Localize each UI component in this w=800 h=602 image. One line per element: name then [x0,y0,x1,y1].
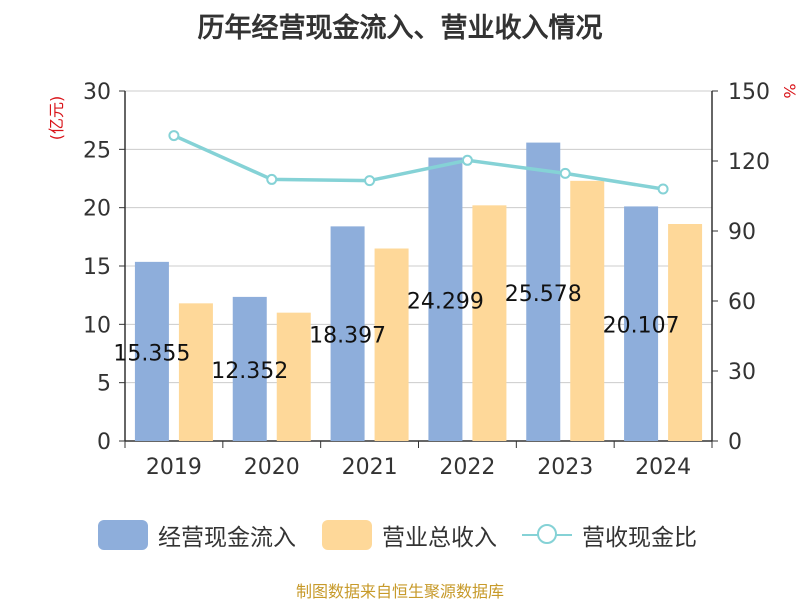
bar-cash-inflow [624,206,659,441]
left-tick-label: 15 [83,255,111,280]
point-ratio [168,130,180,142]
legend-item-cash-inflow: 经营现金流入 [98,517,296,553]
bar-cash-inflow [526,142,561,441]
point-ratio [461,154,473,166]
point-ratio [559,167,571,179]
point-ratio [266,173,278,185]
left-tick-label: 25 [83,138,111,163]
legend-item-ratio: 营收现金比 [522,517,697,553]
bar-revenue [570,180,605,442]
right-tick-label: 30 [728,360,756,385]
left-tick-label: 10 [83,313,111,338]
data-label-cash-inflow: 15.355 [113,341,190,366]
chart-title: 历年经营现金流入、营业收入情况 [197,13,603,44]
right-tick-label: 0 [728,430,742,455]
bar-revenue [374,248,409,441]
x-tick-label: 2019 [146,455,202,480]
legend-line-ratio [522,520,572,550]
x-tick-label: 2024 [635,455,691,480]
x-tick-label: 2022 [439,455,495,480]
bar-revenue [472,205,507,441]
line-ratio [173,133,664,191]
bar-revenue [668,224,703,441]
right-tick-label: 120 [728,150,770,175]
left-tick-label: 20 [83,197,111,222]
legend-label-cash-inflow: 经营现金流入 [158,525,296,551]
right-tick-label: 60 [728,290,756,315]
bar-cash-inflow [428,157,463,442]
data-label-cash-inflow: 20.107 [603,314,680,339]
right-tick-label: 150 [728,80,770,105]
data-label-cash-inflow: 12.352 [211,359,288,384]
bar-revenue [276,312,311,441]
bar-cash-inflow [134,261,169,441]
data-label-cash-inflow: 18.397 [309,324,386,349]
left-tick-label: 0 [97,430,111,455]
data-label-cash-inflow: 25.578 [505,282,582,307]
x-tick-label: 2021 [342,455,398,480]
x-tick-label: 2020 [244,455,300,480]
point-ratio [364,175,376,187]
left-tick-label: 5 [97,372,111,397]
data-label-cash-inflow: 24.299 [407,289,484,314]
point-ratio [657,183,669,195]
legend-swatch-revenue [322,520,372,550]
legend: 经营现金流入 营业总收入 营收现金比 [0,517,800,553]
legend-label-revenue: 营业总收入 [382,525,497,551]
bar-cash-inflow [330,226,365,441]
bar-revenue [178,303,213,441]
legend-item-revenue: 营业总收入 [322,517,497,553]
legend-label-ratio: 营收现金比 [582,525,697,551]
legend-swatch-cash-inflow [98,520,148,550]
source-note: 制图数据来自恒生聚源数据库 [295,582,504,601]
right-axis-label: % [780,83,799,98]
bar-cash-inflow [232,296,267,441]
x-tick-label: 2023 [537,455,593,480]
right-tick-label: 90 [728,220,756,245]
left-tick-label: 30 [83,80,111,105]
left-axis-label: (亿元) [47,96,66,141]
